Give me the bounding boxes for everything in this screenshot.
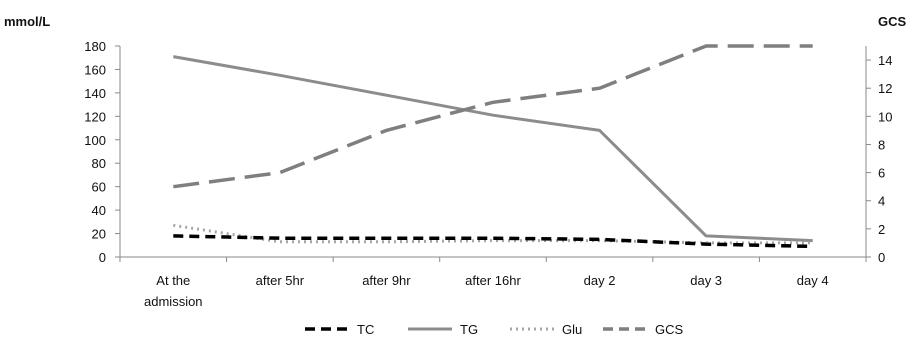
x-tick-label-line: day 2 bbox=[584, 273, 616, 288]
x-tick-label: after 5hr bbox=[256, 273, 305, 288]
left-tick-label: 60 bbox=[92, 180, 106, 195]
x-tick-label-line: after 16hr bbox=[465, 273, 521, 288]
right-axis-title: GCS bbox=[878, 14, 907, 29]
left-tick-label: 160 bbox=[84, 62, 106, 77]
left-tick-label: 20 bbox=[92, 227, 106, 242]
left-tick-label: 120 bbox=[84, 109, 106, 124]
left-tick-label: 0 bbox=[99, 250, 106, 265]
x-tick-label-line: day 4 bbox=[797, 273, 829, 288]
x-tick-label-line: after 5hr bbox=[256, 273, 305, 288]
left-axis-title: mmol/L bbox=[4, 14, 50, 29]
legend-label-tg: TG bbox=[460, 322, 478, 337]
x-tick-label: At the admission bbox=[144, 273, 203, 309]
x-tick-label: after 16hr bbox=[465, 273, 521, 288]
x-tick-label: day 2 bbox=[584, 273, 616, 288]
right-tick-label: 10 bbox=[878, 109, 892, 124]
x-tick-label-line: admission bbox=[144, 294, 203, 309]
right-tick-label: 12 bbox=[878, 81, 892, 96]
legend: TC TG Glu GCS bbox=[305, 322, 684, 337]
series-line-glu bbox=[173, 223, 813, 245]
legend-label-gcs: GCS bbox=[655, 322, 684, 337]
right-tick-label: 2 bbox=[878, 222, 885, 237]
x-tick-label-line: At the bbox=[156, 273, 190, 288]
left-tick-label: 140 bbox=[84, 86, 106, 101]
left-tick-label: 80 bbox=[92, 156, 106, 171]
right-tick-label: 4 bbox=[878, 194, 885, 209]
right-tick-label: 14 bbox=[878, 53, 892, 68]
axes: 0 20 40 60 80 100 120 140 160 180 0 2 4 6 8 10 12 14 At th… bbox=[84, 39, 892, 309]
series-line-gcs bbox=[173, 44, 813, 189]
x-tick-label-line: after 9hr bbox=[362, 273, 411, 288]
series-lines bbox=[173, 44, 813, 249]
x-tick-label: day 4 bbox=[797, 273, 829, 288]
right-tick-label: 8 bbox=[878, 137, 885, 152]
series-line-tg bbox=[173, 55, 813, 243]
right-tick-label: 0 bbox=[878, 250, 885, 265]
series-line-tc bbox=[173, 234, 813, 249]
left-tick-label: 40 bbox=[92, 203, 106, 218]
left-tick-label: 100 bbox=[84, 133, 106, 148]
left-tick-label: 180 bbox=[84, 39, 106, 54]
right-tick-label: 6 bbox=[878, 166, 885, 181]
x-tick-label: after 9hr bbox=[362, 273, 411, 288]
x-tick-label: day 3 bbox=[690, 273, 722, 288]
legend-label-tc: TC bbox=[357, 322, 374, 337]
x-tick-label-line: day 3 bbox=[690, 273, 722, 288]
legend-label-glu: Glu bbox=[562, 322, 582, 337]
